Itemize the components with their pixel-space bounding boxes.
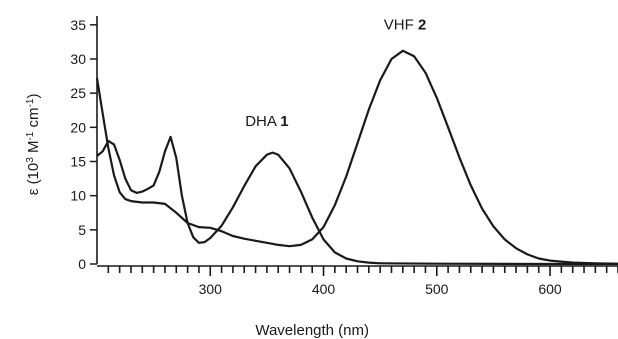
y-tick-label: 10 bbox=[70, 188, 86, 204]
x-axis: 300 400 500 600 bbox=[97, 265, 618, 297]
series-label-number: 2 bbox=[418, 17, 426, 34]
series-label-2: VHF 2 bbox=[384, 17, 427, 34]
x-tick-label: 500 bbox=[425, 281, 449, 297]
series-label-1: DHA 1 bbox=[245, 113, 288, 130]
y-axis-title: ε (103 M-1 cm-1) bbox=[25, 94, 43, 196]
series-labels: DHA 1 VHF 2 bbox=[245, 17, 426, 130]
y-title-part: ε (10 bbox=[25, 163, 42, 196]
y-tick-label: 5 bbox=[78, 222, 86, 238]
y-title-superscript: -1 bbox=[25, 131, 36, 140]
y-title-part: cm bbox=[25, 107, 42, 131]
y-title-superscript: -1 bbox=[25, 98, 36, 107]
x-axis-title: Wavelength (nm) bbox=[255, 322, 369, 339]
y-tick-label: 35 bbox=[70, 17, 86, 33]
x-tick-label: 400 bbox=[312, 281, 336, 297]
y-title-part: ) bbox=[25, 94, 42, 99]
series-label-name: DHA bbox=[245, 113, 280, 130]
series-line-1 bbox=[96, 135, 618, 266]
series-label-number: 1 bbox=[280, 113, 288, 130]
y-tick-label: 20 bbox=[70, 119, 86, 135]
y-title-superscript: 3 bbox=[25, 157, 36, 163]
plot-series bbox=[95, 49, 618, 266]
y-axis: 0 5 10 15 20 25 30 35 bbox=[70, 16, 98, 272]
y-tick-label: 30 bbox=[70, 51, 86, 67]
series-line-2 bbox=[95, 49, 618, 265]
x-tick-label: 600 bbox=[538, 281, 562, 297]
y-tick-label: 25 bbox=[70, 85, 86, 101]
series-label-name: VHF bbox=[384, 17, 418, 34]
y-tick-label: 0 bbox=[78, 256, 86, 272]
x-tick-label: 300 bbox=[199, 281, 223, 297]
y-tick-label: 15 bbox=[70, 154, 86, 170]
y-title-part: M bbox=[25, 141, 42, 158]
